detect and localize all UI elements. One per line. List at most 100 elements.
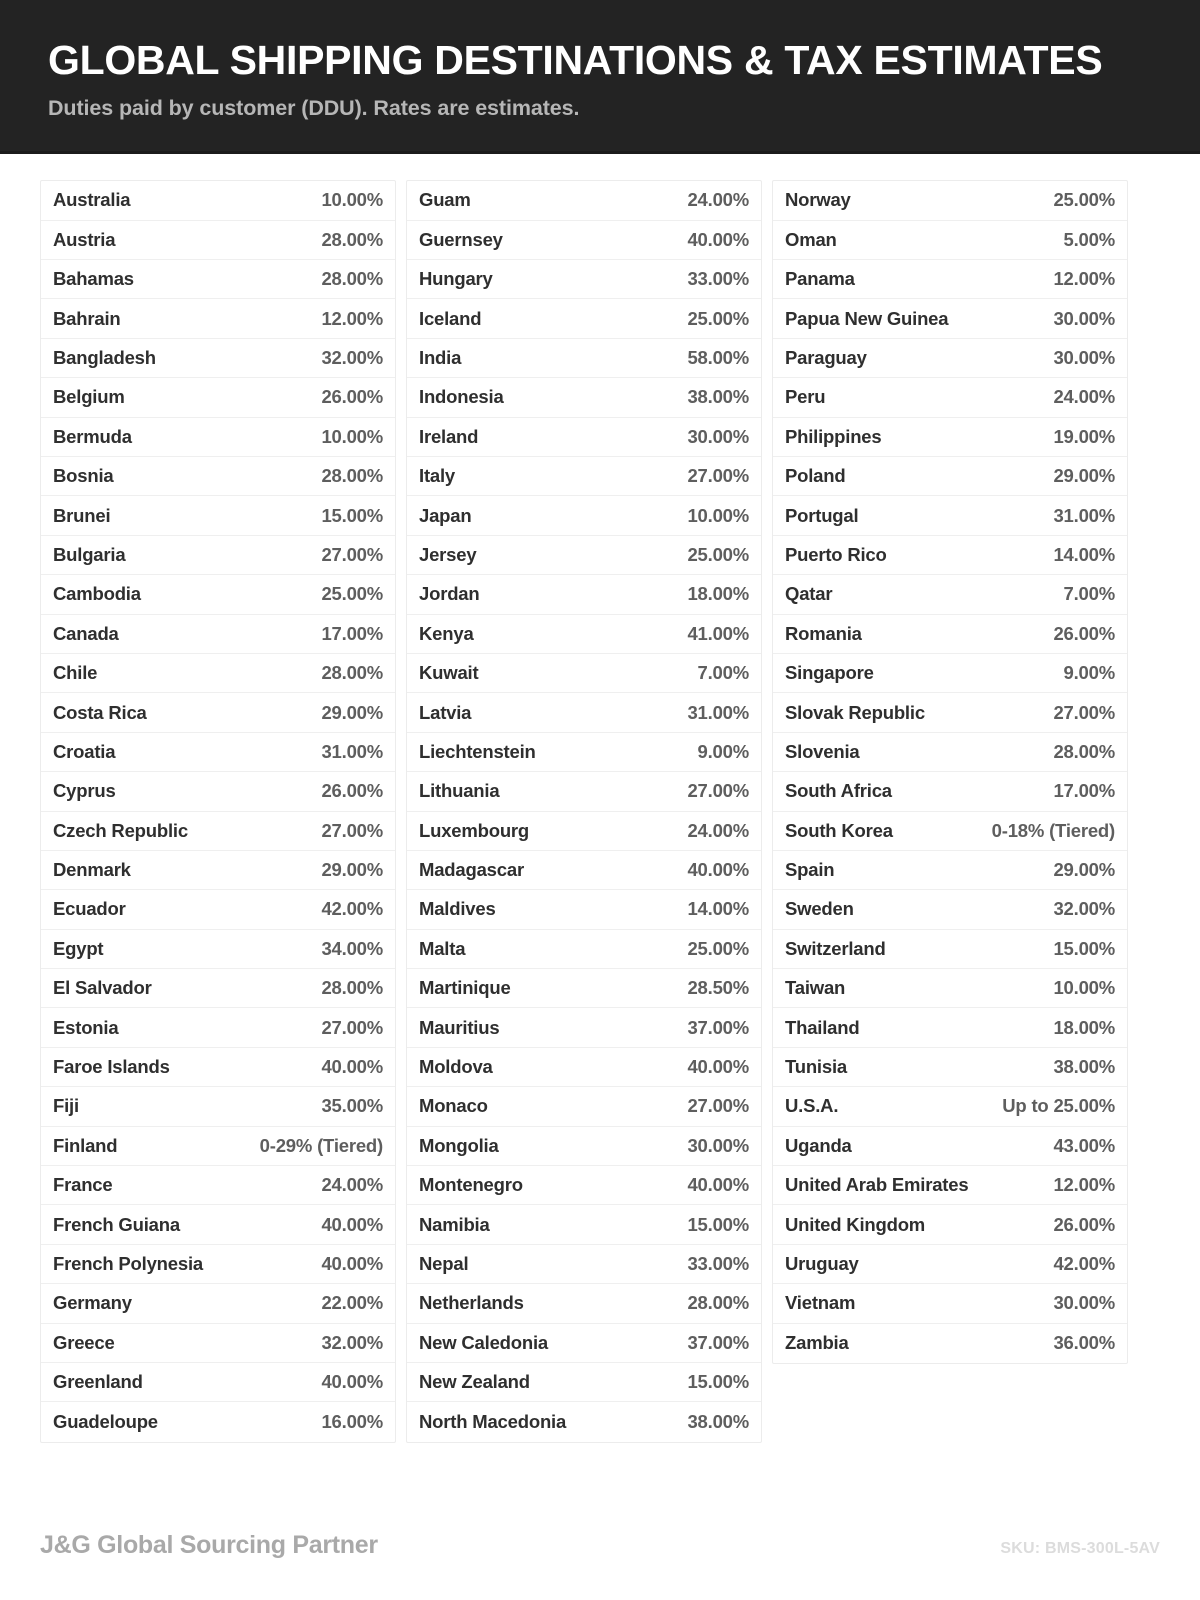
table-row: Hungary 33.00% bbox=[407, 260, 761, 300]
table-row: Mauritius 37.00% bbox=[407, 1008, 761, 1048]
country-name: Maldives bbox=[419, 898, 496, 920]
tax-rate-value: 25.00% bbox=[687, 937, 749, 959]
tax-rate-value: 29.00% bbox=[321, 701, 383, 723]
country-name: Tunisia bbox=[785, 1056, 847, 1078]
tax-rate-value: 14.00% bbox=[1053, 543, 1115, 565]
tax-rate-value: 18.00% bbox=[1053, 1016, 1115, 1038]
table-row: Jordan 18.00% bbox=[407, 575, 761, 615]
country-name: U.S.A. bbox=[785, 1095, 839, 1117]
country-name: Liechtenstein bbox=[419, 740, 536, 762]
table-row: Cyprus 26.00% bbox=[41, 772, 395, 812]
country-name: Cambodia bbox=[53, 583, 141, 605]
table-row: Tunisia 38.00% bbox=[773, 1048, 1127, 1088]
destination-column-1: Australia 10.00% Austria 28.00% Bahamas 28.00… bbox=[40, 180, 396, 1443]
tax-rate-value: 17.00% bbox=[1053, 780, 1115, 802]
content-area: Australia 10.00% Austria 28.00% Bahamas 28.00… bbox=[0, 154, 1200, 1531]
country-name: Switzerland bbox=[785, 937, 886, 959]
table-row: Canada 17.00% bbox=[41, 615, 395, 654]
table-row: French Polynesia 40.00% bbox=[41, 1245, 395, 1285]
country-name: Poland bbox=[785, 465, 846, 487]
tax-rate-value: 31.00% bbox=[687, 701, 749, 723]
country-name: Lithuania bbox=[419, 780, 500, 802]
table-row: U.S.A. Up to 25.00% bbox=[773, 1087, 1127, 1127]
tax-rate-value: 10.00% bbox=[321, 425, 383, 447]
table-row: India 58.00% bbox=[407, 339, 761, 379]
tax-rate-value: 7.00% bbox=[697, 662, 750, 684]
destination-columns: Australia 10.00% Austria 28.00% Bahamas 28.00… bbox=[40, 180, 1160, 1443]
country-name: Croatia bbox=[53, 740, 116, 762]
table-row: Oman 5.00% bbox=[773, 221, 1127, 261]
country-name: Bahrain bbox=[53, 307, 121, 329]
country-name: Uruguay bbox=[785, 1253, 859, 1274]
table-row: Kenya 41.00% bbox=[407, 615, 761, 654]
table-row: Belgium 26.00% bbox=[41, 378, 395, 418]
tax-rate-value: 28.00% bbox=[321, 977, 383, 999]
country-name: Finland bbox=[53, 1134, 118, 1156]
country-name: Jordan bbox=[419, 583, 480, 605]
country-name: France bbox=[53, 1174, 113, 1196]
country-name: French Guiana bbox=[53, 1213, 180, 1235]
country-name: Latvia bbox=[419, 701, 472, 723]
table-row: Liechtenstein 9.00% bbox=[407, 733, 761, 773]
tax-rate-value: 9.00% bbox=[1063, 662, 1116, 684]
tax-rate-value: 27.00% bbox=[321, 543, 383, 565]
table-row: Madagascar 40.00% bbox=[407, 851, 761, 891]
country-name: Madagascar bbox=[419, 859, 524, 881]
country-name: Bermuda bbox=[53, 425, 132, 447]
country-name: Kenya bbox=[419, 622, 474, 644]
tax-rate-value: 24.00% bbox=[1053, 386, 1115, 408]
table-row: Guadeloupe 16.00% bbox=[41, 1402, 395, 1441]
tax-rate-value: 15.00% bbox=[1053, 937, 1115, 959]
tax-rate-value: 33.00% bbox=[687, 1253, 749, 1274]
tax-rate-value: 32.00% bbox=[321, 1331, 383, 1353]
country-name: Taiwan bbox=[785, 977, 846, 999]
tax-rate-value: 37.00% bbox=[687, 1016, 749, 1038]
tax-rate-value: 25.00% bbox=[321, 583, 383, 605]
tax-rate-value: 27.00% bbox=[1053, 701, 1115, 723]
tax-rate-value: 26.00% bbox=[1053, 622, 1115, 644]
country-name: Jersey bbox=[419, 543, 477, 565]
page-subtitle: Duties paid by customer (DDU). Rates are… bbox=[48, 96, 580, 121]
country-name: French Polynesia bbox=[53, 1253, 203, 1274]
country-name: Oman bbox=[785, 228, 837, 250]
table-row: Denmark 29.00% bbox=[41, 851, 395, 891]
tax-rate-value: Up to 25.00% bbox=[1002, 1095, 1115, 1117]
table-row: Mongolia 30.00% bbox=[407, 1127, 761, 1167]
country-name: Costa Rica bbox=[53, 701, 147, 723]
table-row: Cambodia 25.00% bbox=[41, 575, 395, 615]
country-name: Zambia bbox=[785, 1332, 849, 1354]
country-name: Netherlands bbox=[419, 1292, 524, 1314]
tax-rate-value: 27.00% bbox=[687, 1095, 749, 1117]
table-row: Faroe Islands 40.00% bbox=[41, 1048, 395, 1088]
table-row: Spain 29.00% bbox=[773, 851, 1127, 891]
tax-rate-value: 28.00% bbox=[321, 228, 383, 250]
table-row: Nepal 33.00% bbox=[407, 1245, 761, 1285]
destination-column-3: Norway 25.00% Oman 5.00% Panama 12.00% Papua N… bbox=[772, 180, 1128, 1364]
tax-rate-value: 27.00% bbox=[687, 465, 749, 487]
table-row: Estonia 27.00% bbox=[41, 1008, 395, 1048]
tax-rate-value: 9.00% bbox=[697, 740, 750, 762]
tax-rate-value: 24.00% bbox=[321, 1174, 383, 1196]
table-row: Luxembourg 24.00% bbox=[407, 812, 761, 851]
table-row: Papua New Guinea 30.00% bbox=[773, 299, 1127, 339]
tax-rate-value: 27.00% bbox=[321, 819, 383, 841]
country-name: Uganda bbox=[785, 1134, 852, 1156]
table-row: United Kingdom 26.00% bbox=[773, 1205, 1127, 1245]
country-name: Bahamas bbox=[53, 268, 134, 290]
tax-rate-value: 28.00% bbox=[321, 268, 383, 290]
table-row: Switzerland 15.00% bbox=[773, 930, 1127, 970]
country-name: Moldova bbox=[419, 1056, 493, 1078]
tax-rate-value: 10.00% bbox=[687, 504, 749, 526]
country-name: Guernsey bbox=[419, 228, 503, 250]
tax-rate-value: 40.00% bbox=[321, 1253, 383, 1274]
country-name: Peru bbox=[785, 386, 826, 408]
table-row: Paraguay 30.00% bbox=[773, 339, 1127, 379]
country-name: Brunei bbox=[53, 504, 111, 526]
tax-rate-value: 29.00% bbox=[321, 859, 383, 881]
tax-rate-value: 10.00% bbox=[1053, 977, 1115, 999]
country-name: Austria bbox=[53, 228, 116, 250]
table-row: Namibia 15.00% bbox=[407, 1205, 761, 1245]
tax-rate-value: 58.00% bbox=[687, 347, 749, 369]
tax-rate-value: 15.00% bbox=[321, 504, 383, 526]
tax-rate-value: 43.00% bbox=[1053, 1134, 1115, 1156]
